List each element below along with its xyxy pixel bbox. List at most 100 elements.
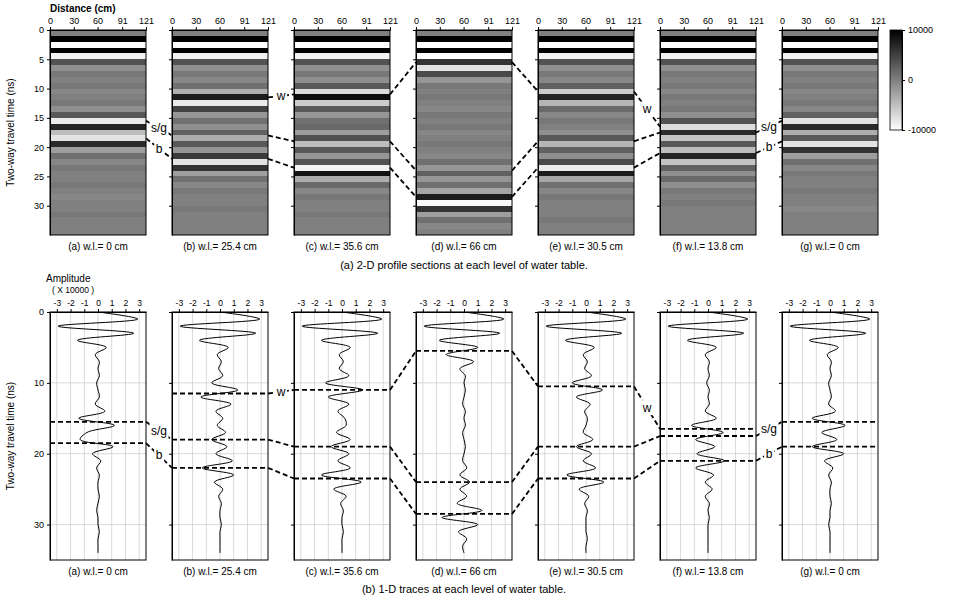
image-cell bbox=[538, 94, 634, 100]
horizon-label: w bbox=[640, 400, 653, 415]
tick: -3 bbox=[176, 298, 184, 312]
tick-mark bbox=[660, 27, 661, 30]
tick: 30 bbox=[313, 16, 323, 30]
image-cell bbox=[538, 100, 634, 106]
tick: 1 bbox=[842, 298, 847, 312]
tick-label: -1 bbox=[813, 298, 821, 308]
image-cell bbox=[172, 65, 268, 71]
grid bbox=[294, 312, 390, 560]
axis bbox=[779, 31, 783, 236]
tick-label: 91 bbox=[240, 16, 250, 26]
tick-mark bbox=[413, 525, 416, 526]
image-cell bbox=[416, 171, 512, 177]
image-cell bbox=[50, 182, 146, 188]
tick: -2 bbox=[67, 298, 75, 312]
image-cell bbox=[782, 135, 878, 141]
label-background bbox=[764, 140, 774, 155]
image-cell bbox=[172, 48, 268, 54]
image-cell bbox=[294, 65, 390, 71]
horizon-line bbox=[660, 428, 756, 430]
axis bbox=[291, 31, 295, 236]
grid-line bbox=[300, 312, 301, 560]
tick-mark bbox=[749, 309, 750, 312]
image-cell bbox=[538, 206, 634, 212]
grid-line bbox=[383, 312, 384, 560]
grid-line bbox=[192, 312, 193, 560]
traces bbox=[668, 312, 748, 553]
tick: -3 bbox=[54, 298, 62, 312]
image bbox=[50, 30, 146, 235]
tick bbox=[535, 206, 538, 207]
tick-mark bbox=[779, 454, 782, 455]
tick: 0 bbox=[39, 25, 50, 35]
tick-mark bbox=[47, 30, 50, 31]
tick-mark bbox=[342, 309, 343, 312]
tick: 91 bbox=[362, 16, 372, 30]
tick-mark bbox=[779, 525, 782, 526]
grid-line bbox=[782, 382, 878, 383]
image-cell bbox=[50, 89, 146, 95]
horizon-line bbox=[50, 421, 146, 423]
tick: 30 bbox=[191, 16, 201, 30]
image-cell bbox=[416, 65, 512, 71]
trace-line bbox=[180, 312, 260, 553]
tick-mark bbox=[535, 147, 538, 148]
tick: 0 bbox=[340, 298, 345, 312]
tick-mark bbox=[47, 383, 50, 384]
image-cell bbox=[50, 124, 146, 130]
axis: -3-2-10123 bbox=[783, 298, 879, 313]
image-cell bbox=[172, 118, 268, 124]
tick-label: 60 bbox=[459, 16, 469, 26]
tick: 60 bbox=[581, 16, 591, 30]
tick-label: 121 bbox=[749, 16, 764, 26]
tick: 0 bbox=[828, 298, 833, 312]
tick-mark bbox=[301, 309, 302, 312]
image-cell bbox=[172, 223, 268, 229]
image-cell bbox=[416, 229, 512, 235]
grid-line bbox=[294, 382, 390, 383]
tick-label: -3 bbox=[298, 298, 306, 308]
image-cell bbox=[660, 89, 756, 95]
image-cell bbox=[538, 42, 634, 48]
image-cell bbox=[172, 71, 268, 77]
tick: 2 bbox=[734, 298, 739, 312]
image-cell bbox=[172, 59, 268, 65]
horizon-line bbox=[146, 443, 172, 468]
tick-mark bbox=[488, 27, 489, 30]
axis-title: ( X 10000 ) bbox=[52, 285, 94, 295]
image-cell bbox=[172, 89, 268, 95]
tick-mark bbox=[535, 118, 538, 119]
image-cell bbox=[416, 30, 512, 36]
image-cell bbox=[660, 206, 756, 212]
image-cell bbox=[294, 89, 390, 95]
tick: 1 bbox=[720, 298, 725, 312]
axis: -3-2-10123 bbox=[173, 298, 269, 313]
axis-title: Distance (cm) bbox=[50, 3, 116, 14]
image-cell bbox=[50, 153, 146, 159]
tick-mark bbox=[122, 27, 123, 30]
image-cell bbox=[172, 188, 268, 194]
image-cell bbox=[172, 229, 268, 235]
axis-title: Two-way travel time (ns) bbox=[5, 382, 16, 490]
horizon-label: s/g bbox=[759, 119, 778, 134]
axis: 0306091121 bbox=[292, 16, 398, 31]
tick-label: 0 bbox=[218, 298, 223, 308]
axis bbox=[169, 31, 173, 236]
tick bbox=[169, 59, 172, 60]
tick: 3 bbox=[747, 298, 752, 312]
tick: -2 bbox=[189, 298, 197, 312]
tick-mark bbox=[586, 309, 587, 312]
image-cell bbox=[50, 171, 146, 177]
image-cell bbox=[294, 217, 390, 223]
tick: 91 bbox=[118, 16, 128, 30]
frame bbox=[782, 312, 878, 560]
tick bbox=[535, 59, 538, 60]
tick-mark bbox=[413, 206, 416, 207]
image-cell bbox=[782, 176, 878, 182]
tick-mark bbox=[125, 309, 126, 312]
image-cell bbox=[782, 217, 878, 223]
horizon-line bbox=[756, 422, 782, 436]
horizon-line bbox=[146, 138, 172, 159]
image-cell bbox=[172, 83, 268, 89]
grid-line bbox=[314, 312, 315, 560]
